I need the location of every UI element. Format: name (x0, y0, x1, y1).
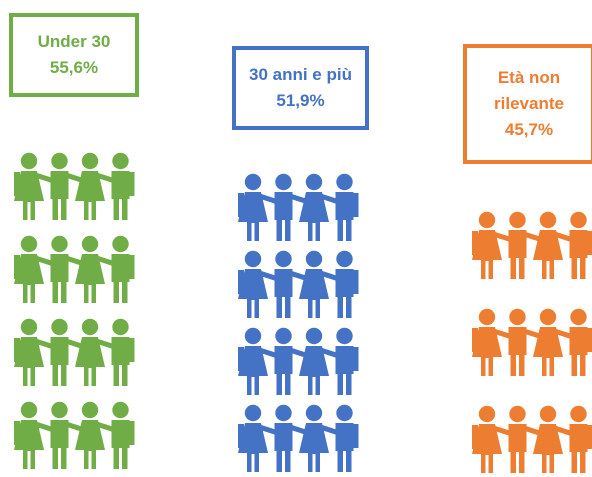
value-label: 51,9% (276, 91, 325, 110)
people-group-icon (238, 327, 359, 395)
label-box-under-30: Under 30 55,6% (9, 13, 139, 97)
people-group-icon (238, 404, 359, 472)
people-group-icon (472, 405, 592, 473)
people-group-icon (14, 152, 135, 220)
people-group-icon (472, 308, 592, 376)
value-label: 45,7% (504, 120, 554, 139)
category-label-line-1: Età non (497, 68, 561, 87)
label-box-age-not-relevant: Età non rilevante 45,7% (463, 44, 592, 164)
value-label: 55,6% (49, 58, 99, 77)
people-group-icon (472, 211, 592, 279)
people-group-icon (14, 401, 135, 469)
category-label: Under 30 (37, 32, 111, 51)
category-label-line-2: rilevante (494, 94, 564, 113)
label-box-30-plus: 30 anni e più 51,9% (232, 46, 369, 130)
people-group-icon (14, 318, 135, 386)
category-label: 30 anni e più (249, 65, 352, 84)
people-group-icon (238, 250, 359, 318)
people-group-icon (238, 173, 359, 241)
people-group-icon (14, 235, 135, 303)
